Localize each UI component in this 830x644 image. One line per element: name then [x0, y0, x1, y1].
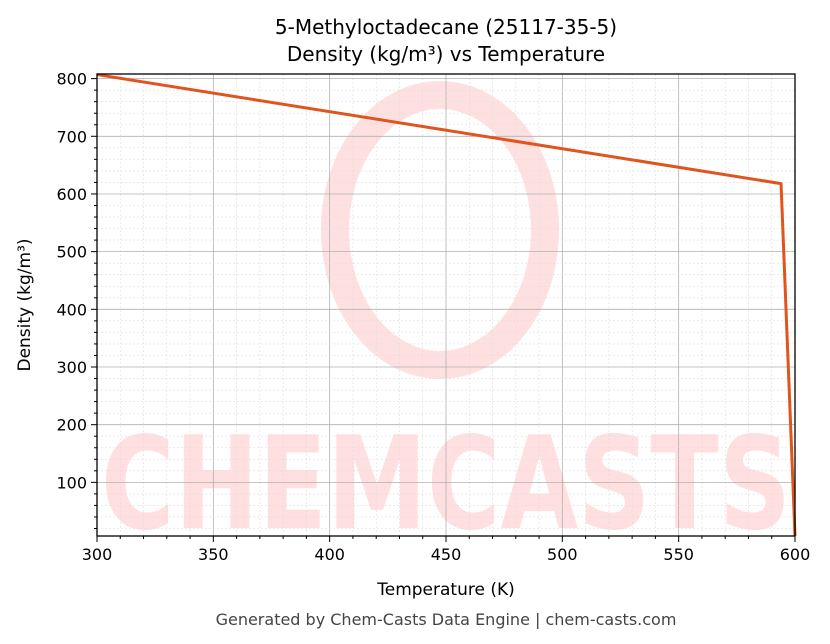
y-tick-label: 600: [56, 185, 87, 204]
x-tick-label: 400: [314, 545, 345, 564]
density-series-line: [96, 73, 797, 537]
chart-title: 5-Methyloctadecane (25117-35-5): [275, 15, 617, 39]
x-tick-label: 450: [431, 545, 462, 564]
x-tick-label: 550: [663, 545, 694, 564]
x-tick-label: 500: [547, 545, 578, 564]
y-tick-label: 800: [56, 70, 87, 89]
x-tick-label: 600: [780, 545, 811, 564]
y-tick-label: 100: [56, 473, 87, 492]
y-tick-label: 400: [56, 300, 87, 319]
x-tick-label: 350: [198, 545, 229, 564]
plot-frame: [96, 73, 796, 537]
x-axis-label: Temperature (K): [376, 580, 515, 600]
y-axis-label: Density (kg/m³): [15, 238, 35, 371]
y-tick-label: 700: [56, 127, 87, 146]
chart-subtitle: Density (kg/m³) vs Temperature: [287, 42, 605, 66]
y-tick-label: 200: [56, 416, 87, 435]
footer-credit: Generated by Chem-Casts Data Engine | ch…: [216, 610, 677, 629]
x-tick-label: 300: [82, 545, 113, 564]
y-tick-label: 500: [56, 243, 87, 262]
y-tick-label: 300: [56, 358, 87, 377]
